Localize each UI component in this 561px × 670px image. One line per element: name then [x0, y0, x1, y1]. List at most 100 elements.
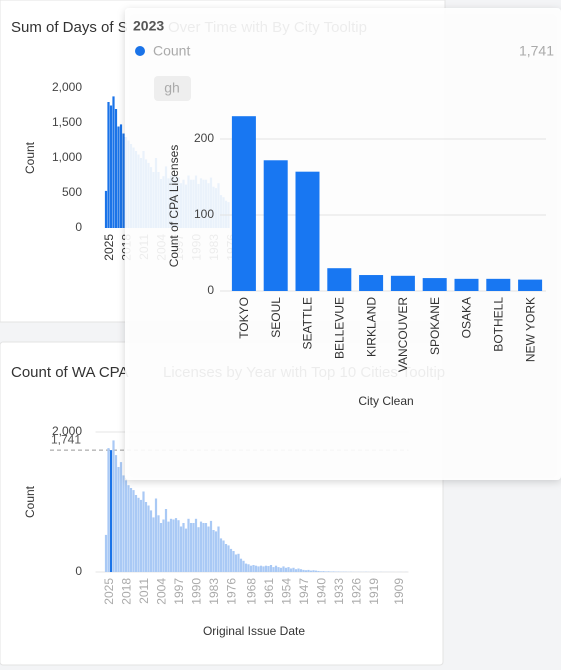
x-tick-label: NEW YORK: [523, 297, 537, 362]
x-tick-label: OSAKA: [460, 297, 474, 338]
bar: [327, 268, 352, 291]
bar: [254, 565, 258, 572]
bar: [294, 569, 298, 572]
x-tick-label: 2004: [155, 578, 169, 605]
bar: [159, 523, 163, 572]
bar: [314, 570, 318, 572]
y-tick-label: 2,000: [52, 80, 82, 94]
bar: [332, 571, 335, 572]
y-tick-label: 200: [194, 131, 214, 145]
x-tick-label: 1940: [315, 578, 329, 605]
bar: [174, 518, 178, 572]
bar: [194, 518, 198, 572]
bar: [327, 571, 330, 572]
bar: [292, 567, 295, 572]
bar: [157, 515, 160, 572]
x-tick-label: 1919: [367, 578, 381, 605]
bar: [137, 497, 140, 572]
bar: [257, 566, 260, 572]
bar: [262, 566, 265, 572]
x-tick-label: 1933: [332, 578, 346, 605]
bar: [162, 519, 165, 572]
y-tick-label: 0: [75, 220, 82, 234]
x-tick-label: SPOKANE: [428, 297, 442, 355]
bar: [207, 526, 210, 572]
x-tick-label: 2025: [102, 234, 116, 261]
bar: [244, 563, 248, 572]
bar: [127, 485, 130, 572]
chip-label[interactable]: gh: [164, 80, 180, 96]
x-tick-label: 1968: [245, 578, 259, 605]
x-tick-label: BELLEVUE: [332, 297, 346, 359]
bar: [229, 548, 233, 572]
chart-title: Sum of Days of S: [11, 19, 128, 36]
bar: [272, 567, 275, 572]
bar: [197, 527, 200, 572]
bar: [422, 278, 447, 291]
bar: [518, 279, 543, 291]
bar: [297, 568, 300, 572]
chart-title: Count of WA CPA: [11, 364, 129, 381]
bar: [144, 502, 148, 572]
x-tick-label: VANCOUVER: [396, 297, 410, 372]
bar: [192, 523, 195, 572]
x-tick-label: TOKYO: [237, 297, 251, 339]
bar: [282, 566, 285, 572]
x-tick-label: 1983: [207, 578, 221, 605]
bar: [454, 278, 479, 291]
bar: [227, 545, 230, 572]
x-tick-label: 2011: [137, 578, 151, 604]
y-tick-label: 100: [194, 207, 214, 221]
bar: [184, 528, 188, 572]
bar: [324, 571, 328, 572]
bar: [132, 490, 135, 572]
bar: [109, 450, 113, 572]
bar: [112, 440, 115, 572]
bar: [247, 564, 250, 572]
bar: [104, 190, 108, 228]
bar: [124, 480, 128, 572]
bar: [189, 523, 193, 572]
bar: [117, 126, 120, 228]
tooltip-header: 2023: [133, 18, 164, 34]
bar: [295, 171, 320, 291]
bar: [319, 571, 323, 572]
bar: [209, 520, 213, 572]
bar: [114, 109, 118, 228]
bar: [177, 520, 180, 572]
bar: [239, 558, 243, 572]
bar: [232, 551, 235, 572]
bar: [109, 105, 113, 228]
y-tick-label: 1,000: [52, 150, 82, 164]
y-tick-label: 0: [207, 283, 214, 297]
y-tick-label: 2,000: [52, 424, 82, 438]
x-axis-label: City Clean: [358, 394, 413, 408]
chip[interactable]: [154, 76, 191, 101]
bar: [134, 495, 138, 572]
x-tick-label: 1926: [350, 578, 364, 605]
bar: [224, 544, 228, 572]
bar: [114, 455, 118, 572]
bar: [284, 567, 288, 572]
bar: [112, 96, 115, 229]
bar: [267, 566, 270, 572]
bar: [486, 278, 511, 291]
y-axis-label: Count of CPA Licenses: [167, 145, 181, 268]
bar: [217, 526, 220, 572]
bar: [302, 569, 305, 572]
bar: [154, 498, 158, 572]
y-tick-label: 0: [75, 564, 82, 578]
bar: [169, 518, 173, 572]
reference-label: 1,741: [51, 432, 81, 446]
x-tick-label: 1909: [392, 578, 406, 605]
bar: [204, 523, 208, 572]
bar: [309, 570, 313, 572]
bar: [231, 116, 256, 291]
bar: [264, 565, 268, 572]
bar: [117, 467, 120, 572]
bar: [182, 523, 185, 572]
bar: [222, 540, 225, 572]
bar: [187, 518, 190, 572]
x-tick-label: 1997: [172, 578, 186, 605]
